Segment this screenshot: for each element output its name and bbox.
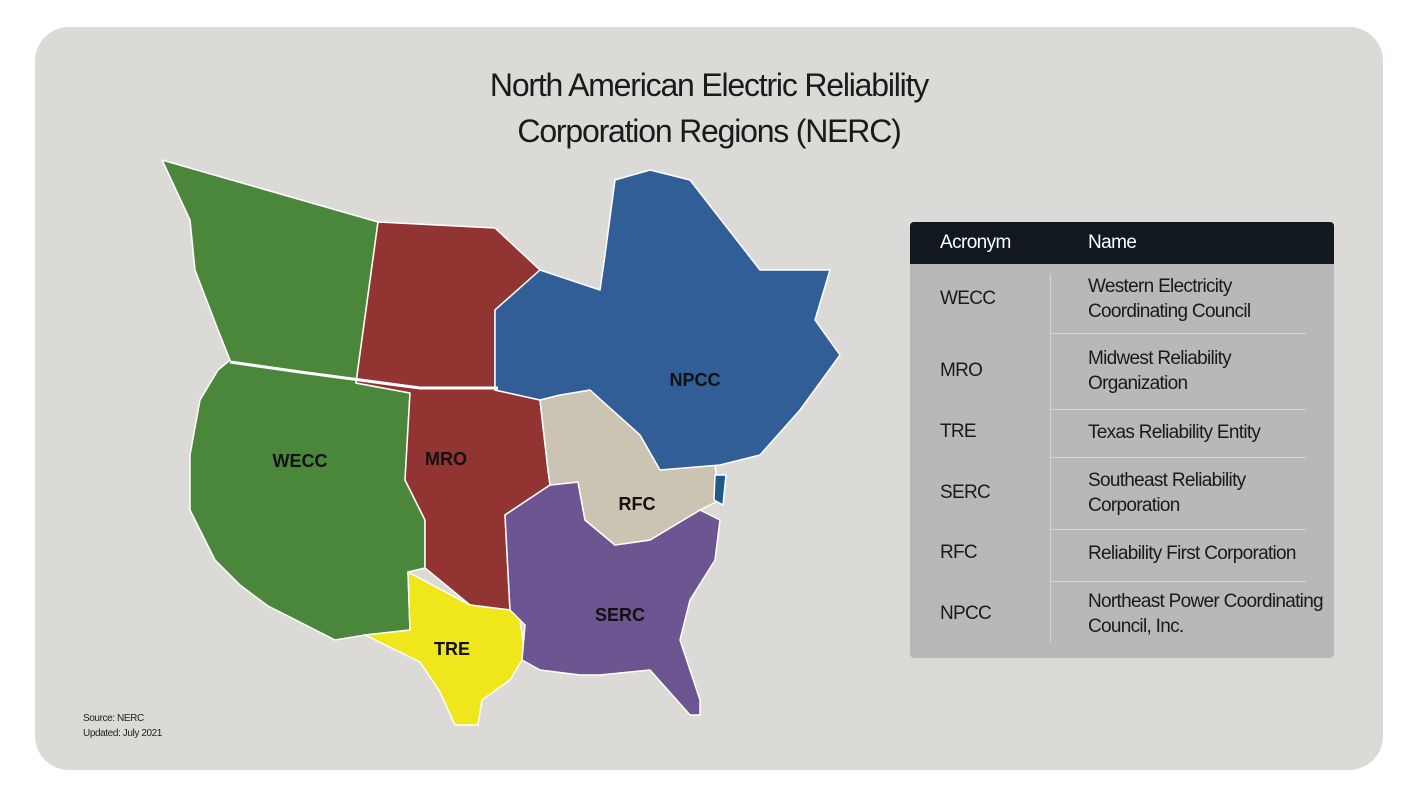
table-row: MRO Midwest Reliability Organization [910,341,1334,401]
map-label: RFC [619,494,656,514]
border-line [229,360,498,390]
acronym-cell: TRE [940,421,977,442]
region-npcc [494,169,841,471]
table-row: NPCC Northeast Power Coordinating Council… [910,584,1334,644]
name-cell: Western Electricity Coordinating Council [1088,276,1251,322]
map-label: SERC [595,605,645,625]
divider [1050,274,1051,642]
name-cell: Texas Reliability Entity [1088,421,1261,443]
updated-note: Updated: July 2021 [83,728,162,739]
name-cell: Northeast Power Coordinating Council, In… [1088,591,1324,637]
map-label: MRO [425,449,467,469]
map-label: NPCC [669,370,720,390]
table-row: SERC Southeast Reliability Corporation [910,463,1334,523]
row-separator [1050,333,1306,334]
legend-table: Acronym Name WECC Western Electricity Coo… [910,222,1334,658]
map-label: TRE [434,639,470,659]
row-separator [1050,581,1306,582]
acronym-cell: NPCC [940,603,992,624]
source-note: Source: NERC [83,713,144,724]
name-cell: Southeast Reliability Corporation [1088,470,1246,516]
name-cell: Midwest Reliability Organization [1088,348,1232,394]
name-cell: Reliability First Corporation [1088,542,1296,564]
table-row: WECC Western Electricity Coordinating Cou… [910,269,1334,329]
region-nj [713,474,727,506]
acronym-cell: WECC [940,288,996,309]
table-header: Acronym Name [910,222,1334,264]
title: North American Electric Reliability Corp… [489,67,929,149]
row-separator [1050,529,1306,530]
acronym-cell: MRO [940,360,983,381]
row-separator [1050,457,1306,458]
map-label: WECC [273,451,328,471]
acronym-cell: RFC [940,542,978,563]
table-row: TRE Texas Reliability Entity [910,402,1334,462]
table-row: RFC Reliability First Corporation [910,523,1334,583]
acronym-cell: SERC [940,482,991,503]
header-cell: Acronym [940,232,1011,253]
header-cell: Name [1088,232,1137,253]
row-separator [1050,409,1306,410]
